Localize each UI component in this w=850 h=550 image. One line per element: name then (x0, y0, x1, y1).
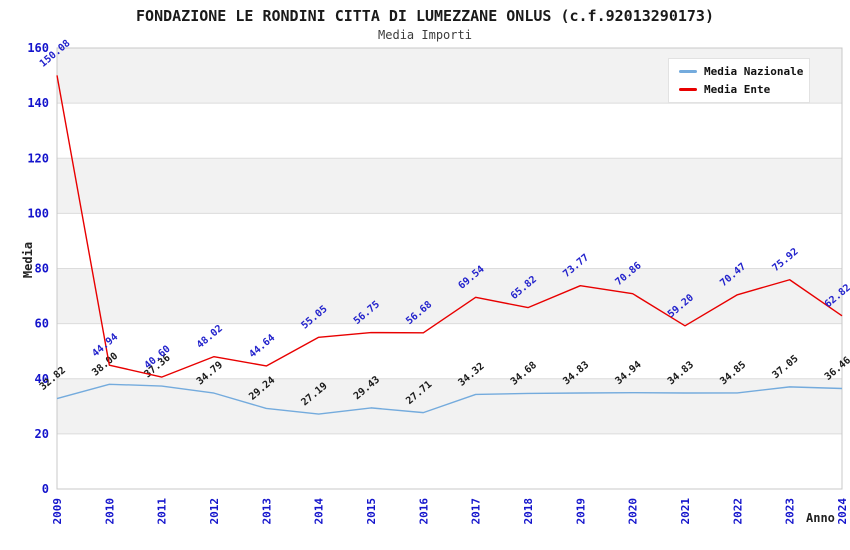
y-tick-label: 60 (35, 317, 49, 331)
plot-band (57, 158, 842, 214)
x-tick-label: 2021 (679, 498, 692, 525)
plot-border (56, 47, 843, 490)
media-ente-line (56, 75, 843, 378)
media-nazionale-line (56, 383, 843, 415)
legend-item-media-ente: Media Ente (679, 83, 809, 96)
x-tick-label: 2010 (103, 498, 116, 525)
x-tick-label: 2017 (470, 498, 483, 525)
y-tick-label: 40 (35, 372, 49, 386)
x-tick-label: 2011 (156, 498, 169, 525)
legend-label: Media Ente (704, 83, 771, 97)
media-ente-swatch-icon (679, 88, 697, 92)
y-tick-label: 20 (35, 427, 49, 441)
y-tick-label: 160 (27, 41, 49, 55)
x-tick-label: 2016 (417, 498, 430, 525)
legend: Media Nazionale Media Ente (668, 58, 810, 103)
plot-band (57, 378, 842, 434)
x-tick-label: 2022 (731, 498, 744, 525)
media-ente-value-label: 44.64 (247, 332, 277, 360)
y-tick-label: 120 (27, 151, 49, 165)
y-tick-label: 100 (27, 206, 49, 220)
x-tick-label: 2015 (365, 498, 378, 525)
media-ente-value-label: 48.02 (195, 323, 225, 351)
y-tick-label: 80 (35, 262, 49, 276)
y-tick-label: 0 (42, 482, 49, 496)
y-axis-title: Media (21, 241, 35, 279)
media-nazionale-swatch-icon (679, 69, 697, 73)
x-tick-label: 2014 (313, 498, 326, 525)
x-tick-label: 2024 (836, 498, 849, 525)
media-nazionale-value-label: 37.05 (771, 353, 801, 381)
x-tick-label: 2023 (784, 498, 797, 525)
x-tick-label: 2012 (208, 498, 221, 525)
x-tick-label: 2020 (627, 498, 640, 525)
x-axis-title: Anno (806, 511, 835, 525)
y-tick-label: 140 (27, 96, 49, 110)
legend-item-media-nazionale: Media Nazionale (679, 65, 809, 78)
chart-title: FONDAZIONE LE RONDINI CITTA DI LUMEZZANE… (136, 7, 714, 25)
legend-label: Media Nazionale (704, 64, 804, 78)
x-tick-label: 2009 (51, 498, 64, 525)
x-tick-label: 2019 (574, 498, 587, 525)
x-tick-label: 2013 (260, 498, 273, 525)
x-tick-label: 2018 (522, 498, 535, 525)
chart-subtitle: Media Importi (378, 28, 472, 42)
